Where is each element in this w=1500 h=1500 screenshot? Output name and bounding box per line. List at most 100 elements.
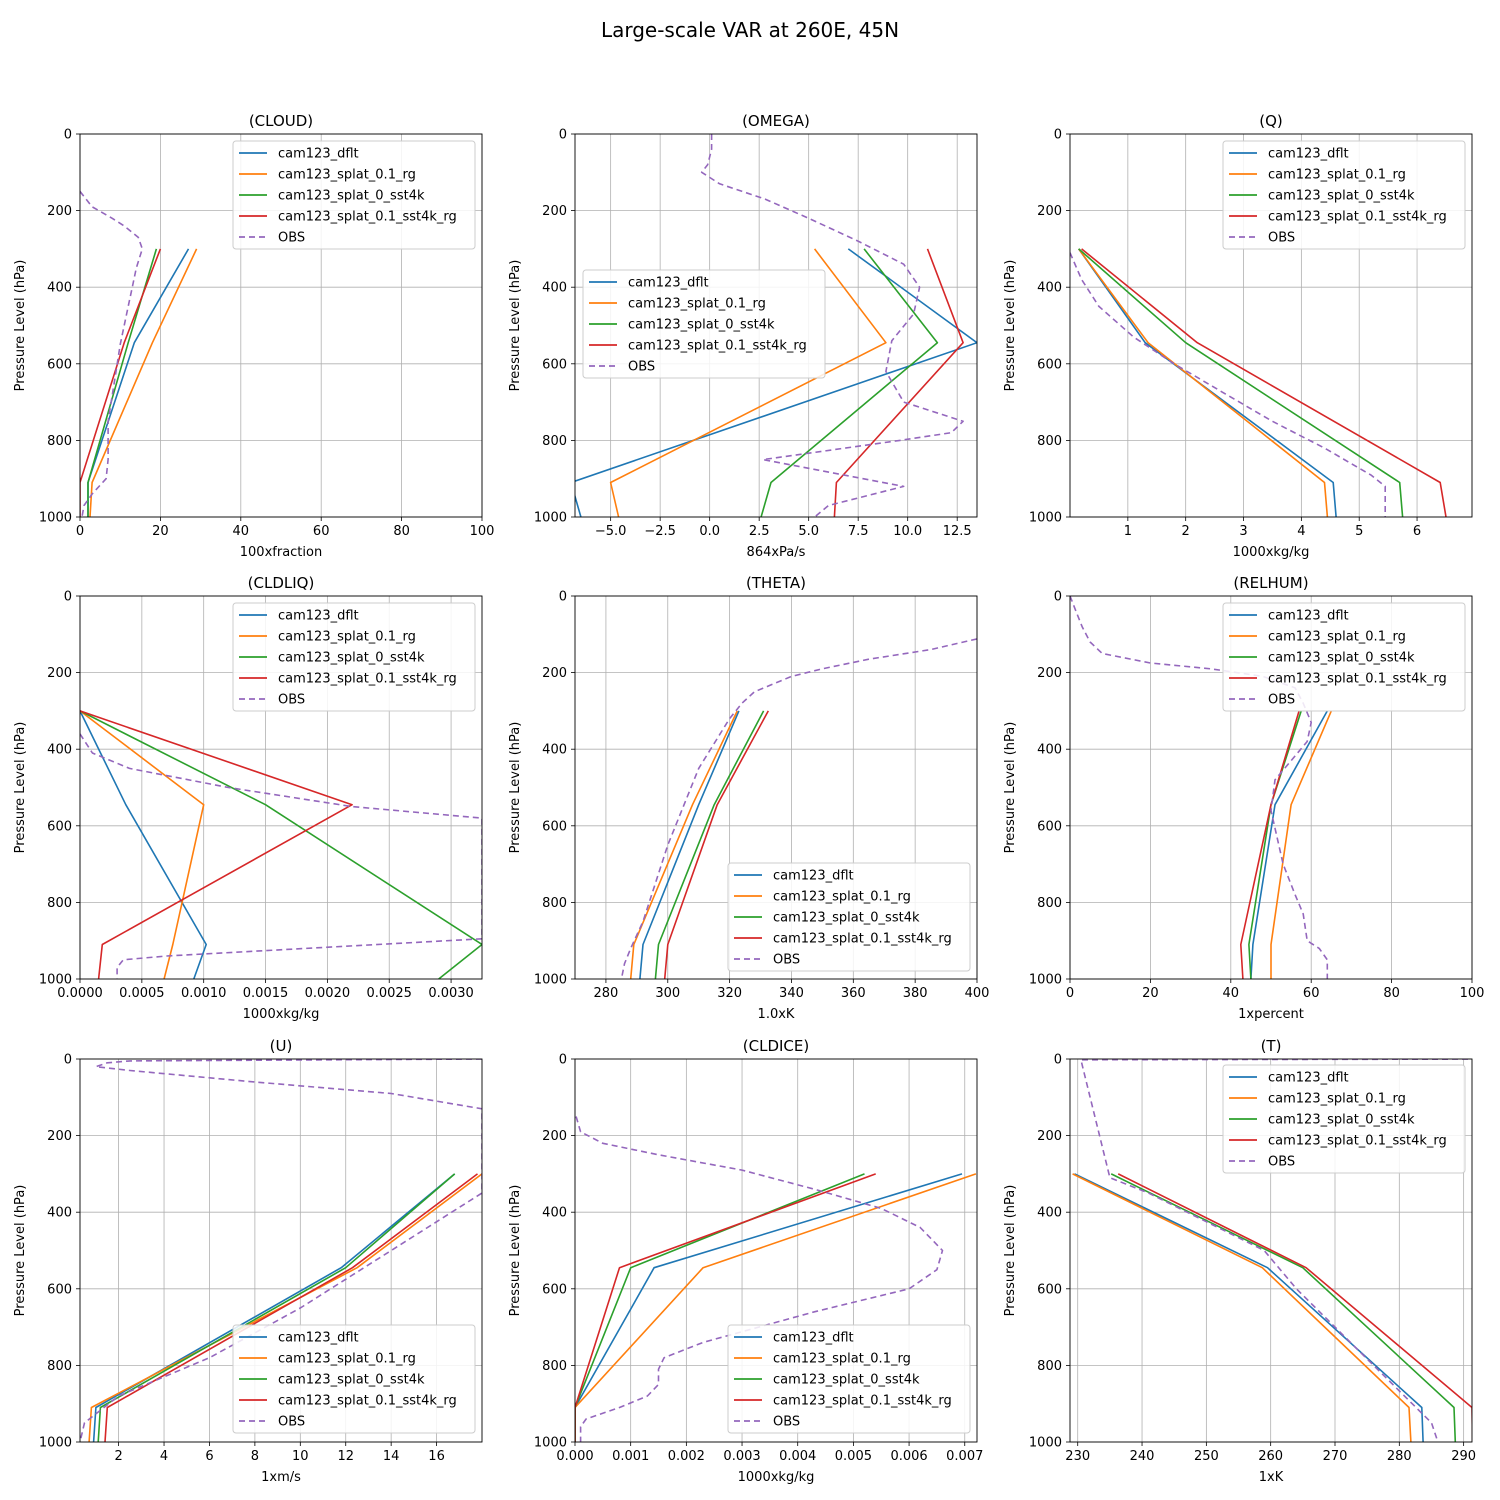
series-line-cam123-dflt: [575, 1173, 963, 1442]
y-tick-label: 600: [1037, 1282, 1062, 1297]
legend-label: OBS: [278, 231, 305, 246]
legend-label: cam123_dflt: [628, 276, 709, 291]
legend-label: OBS: [773, 1415, 800, 1430]
legend-label: cam123_splat_0.1_sst4k_rg: [773, 932, 952, 947]
series-line-obs: [1070, 252, 1386, 517]
series-line-cam123-splat-0-1-sst4k-rg: [1117, 1173, 1472, 1442]
y-tick-label: 800: [1037, 1359, 1062, 1374]
series-line-cam123-splat-0-1-rg: [1270, 710, 1333, 979]
x-tick-label: 0.004: [779, 1449, 816, 1464]
panel-title: (THETA): [746, 574, 806, 592]
y-tick-label: 200: [47, 1129, 72, 1144]
series-line-cam123-splat-0-sst4k: [1110, 1173, 1457, 1442]
legend: cam123_dflt cam123_splat_0.1_rg cam123_spl…: [727, 862, 971, 972]
x-tick-label: −5.0: [595, 524, 627, 539]
legend-box: [1222, 1064, 1466, 1174]
x-tick-label: 2.5: [749, 524, 770, 539]
x-tick-label: 4: [1297, 524, 1305, 539]
legend-label: cam123_splat_0.1_rg: [1268, 630, 1406, 645]
panel-q: 1 2 3 4 5 6 0 200 400 600 800 1000 (Q) 1000xkg/kg Pres…: [1003, 112, 1473, 560]
legend-label: cam123_splat_0.1_sst4k_rg: [773, 1394, 952, 1409]
x-tick-label: 12: [337, 1449, 354, 1464]
x-tick-label: 0.0015: [243, 986, 289, 1001]
x-axis-label: 864xPa/s: [747, 545, 806, 560]
y-tick-label: 1000: [39, 511, 72, 526]
y-axis-label: Pressure Level (hPa): [1003, 260, 1018, 392]
y-tick-label: 800: [542, 434, 567, 449]
x-tick-label: 1: [1124, 524, 1132, 539]
series-line-obs: [1070, 596, 1329, 979]
series-line-cam123-splat-0-1-sst4k-rg: [663, 710, 770, 979]
y-tick-label: 600: [47, 819, 72, 834]
panel-title: (CLDICE): [743, 1037, 809, 1055]
legend-label: cam123_dflt: [773, 1331, 854, 1346]
panel-cldice: 0.000 0.001 0.002 0.003 0.004 0.005 0.006 0.007…: [508, 1037, 983, 1485]
x-tick-label: 280: [594, 986, 619, 1001]
y-axis-label: Pressure Level (hPa): [13, 722, 28, 854]
y-tick-label: 200: [542, 1129, 567, 1144]
y-tick-label: 200: [1037, 204, 1062, 219]
panel-omega: −5.0 −2.5 0.0 2.5 5.0 7.5 10.0 12.5 0 200 400 600 80…: [508, 112, 978, 560]
series-line-obs: [700, 134, 964, 517]
legend-box: [1222, 602, 1466, 712]
x-tick-label: 5.0: [798, 524, 819, 539]
y-tick-label: 600: [47, 1282, 72, 1297]
y-tick-label: 600: [542, 357, 567, 372]
legend-label: cam123_dflt: [1268, 1071, 1349, 1086]
x-tick-label: 5: [1355, 524, 1363, 539]
x-tick-label: 0.000: [556, 1449, 593, 1464]
legend: cam123_dflt cam123_splat_0.1_rg cam123_spl…: [232, 602, 476, 712]
axes-frame: [79, 133, 483, 518]
x-tick-label: 8: [251, 1449, 259, 1464]
legend-label: cam123_splat_0_sst4k: [278, 189, 425, 204]
panel-u: 2 4 6 8 10 12 14 16 0 200 400 600 800 1000 (U) 1xm/s Pre…: [13, 1037, 483, 1485]
series-line-obs: [80, 733, 482, 979]
x-axis-label: 100xfraction: [240, 545, 322, 560]
y-tick-label: 400: [542, 1206, 567, 1221]
x-tick-label: 0.007: [946, 1449, 983, 1464]
x-tick-label: 60: [1303, 986, 1320, 1001]
y-tick-label: 200: [47, 204, 72, 219]
axes-frame: [574, 1058, 978, 1443]
y-tick-label: 400: [542, 743, 567, 758]
y-tick-label: 1000: [534, 1436, 567, 1451]
x-tick-label: 0: [76, 524, 84, 539]
x-axis-label: 1xK: [1259, 1470, 1284, 1485]
legend-label: OBS: [628, 360, 655, 375]
y-tick-label: 200: [1037, 666, 1062, 681]
y-tick-label: 600: [542, 1282, 567, 1297]
y-tick-label: 0: [64, 590, 72, 605]
y-tick-label: 400: [47, 1206, 72, 1221]
y-tick-label: 1000: [534, 511, 567, 526]
series-line-obs: [620, 638, 977, 979]
x-tick-label: 0.0000: [57, 986, 103, 1001]
series-line-cam123-dflt: [575, 248, 977, 517]
legend-label: cam123_splat_0.1_sst4k_rg: [1268, 210, 1447, 225]
legend-box: [727, 862, 971, 972]
series-line-obs: [80, 1059, 482, 1442]
panel-title: (CLOUD): [249, 112, 313, 130]
series-group: [620, 638, 977, 979]
series-line-cam123-splat-0-sst4k: [1078, 248, 1404, 517]
x-axis-label: 1xm/s: [261, 1470, 301, 1485]
y-tick-label: 800: [47, 1359, 72, 1374]
legend-label: cam123_splat_0_sst4k: [628, 318, 775, 333]
x-tick-label: 280: [1387, 1449, 1412, 1464]
x-tick-label: 360: [841, 986, 866, 1001]
x-tick-label: 2: [114, 1449, 122, 1464]
y-tick-label: 400: [1037, 281, 1062, 296]
series-line-cam123-splat-0-1-rg: [629, 710, 739, 979]
series-line-cam123-splat-0-1-rg: [89, 248, 198, 517]
x-tick-label: 40: [1223, 986, 1240, 1001]
x-tick-label: 12.5: [943, 524, 972, 539]
x-tick-label: 400: [965, 986, 990, 1001]
legend: cam123_dflt cam123_splat_0.1_rg cam123_spl…: [232, 1324, 476, 1434]
x-tick-label: 0.002: [668, 1449, 705, 1464]
x-axis-label: 1.0xK: [758, 1007, 795, 1022]
x-tick-label: 300: [655, 986, 680, 1001]
panel-relhum: 0 20 40 60 80 10002004006008001000(RELHUM)1xp…: [1003, 574, 1484, 1022]
panel-cldliq: 0.0000 0.0005 0.0010 0.0015 0.0020 0.0025 0.00…: [13, 574, 483, 1022]
legend: cam123_dflt cam123_splat_0.1_rg cam123_spl…: [582, 269, 826, 379]
axes-frame: [79, 1058, 483, 1443]
